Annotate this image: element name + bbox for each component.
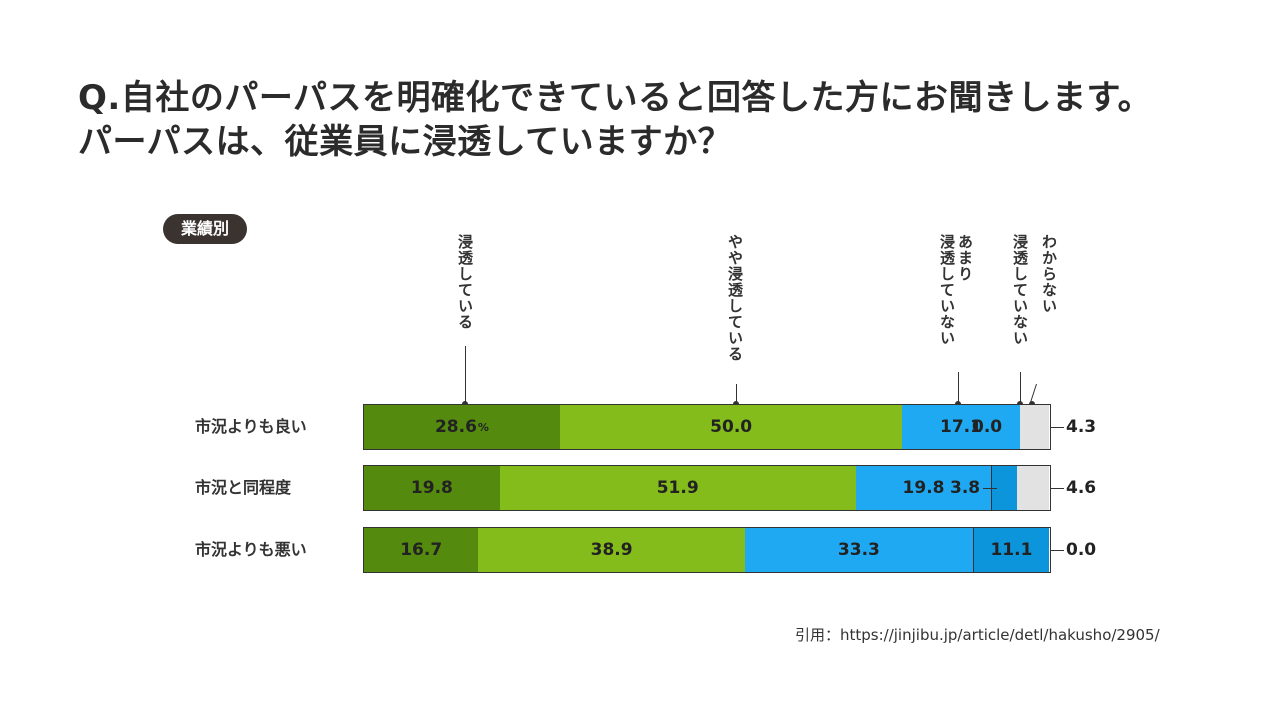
series-label-amari-shinto: あまり 浸透していない [938, 234, 974, 346]
bar-row: 28.6% 50.0 17.1 [363, 404, 1051, 450]
bar-value-label: 19.8 [410, 478, 453, 498]
bar-value-label: 17.1 [939, 417, 982, 437]
row-label: 市況よりも良い [195, 417, 307, 436]
row-label: 市況よりも悪い [195, 540, 307, 559]
leader-line [736, 384, 737, 404]
bar-segment [1017, 466, 1049, 510]
title-line-2: パーパスは、従業員に浸透していますか？ [78, 122, 733, 162]
bar-segment: 16.7 [364, 528, 479, 572]
leader-line [1020, 372, 1021, 404]
bar-segment: 17.1 [902, 405, 1020, 449]
bar-segment [1019, 405, 1049, 449]
leader-tick [1050, 488, 1064, 489]
bar-value-label: 3.8 [950, 478, 981, 498]
leader-tick [983, 488, 997, 489]
bar-value-label: 33.3 [837, 540, 880, 560]
bar-value-label: 11.1 [990, 540, 1033, 560]
bar-value-label: 38.9 [590, 540, 633, 560]
leader-tick [1050, 550, 1064, 551]
leader-line [958, 372, 959, 404]
bar-row: 16.7 38.9 33.3 11.1 [363, 527, 1051, 573]
leader-line [465, 346, 466, 404]
series-label-shinto-shiteinai: 浸透していない [1011, 234, 1029, 346]
bar-value-label: 28.6 [434, 417, 477, 437]
bar-value-label: 0.0 [972, 417, 1003, 437]
bar-segment: 51.9 [499, 466, 856, 510]
series-label-wakaranai: わからない [1040, 234, 1058, 314]
series-label-shinto: 浸透している [456, 234, 474, 330]
bar-value-label: 19.8 [902, 478, 945, 498]
bar-row: 19.8 51.9 19.8 [363, 465, 1051, 511]
bar-value-label: 0.0 [1066, 540, 1097, 560]
unit-label: % [477, 420, 489, 434]
title-line-1: Q.自社のパーパスを明確化できていると回答した方にお聞きします。 [78, 78, 1153, 118]
leader-tick [1050, 427, 1064, 428]
bar-value-label: 51.9 [656, 478, 699, 498]
row-label: 市況と同程度 [195, 478, 292, 497]
bar-value-label: 50.0 [710, 417, 753, 437]
bar-segment: 50.0 [559, 405, 903, 449]
bar-segment: 38.9 [478, 528, 745, 572]
page-title: Q.自社のパーパスを明確化できていると回答した方にお聞きします。 パーパスは、従… [78, 76, 1258, 164]
series-label-yaya-shinto: やや浸透している [726, 234, 744, 362]
bar-segment: 28.6% [364, 405, 560, 449]
bar-value-label: 4.3 [1066, 417, 1097, 437]
segment-badge: 業績別 [163, 214, 248, 244]
citation-text: 引用：https://jinjibu.jp/article/detl/hakus… [795, 626, 1160, 644]
bar-segment: 11.1 [972, 528, 1049, 572]
bar-segment: 19.8 [364, 466, 500, 510]
bar-segment: 19.8 [855, 466, 992, 510]
bar-value-label: 4.6 [1066, 478, 1097, 498]
bar-segment: 33.3 [744, 528, 973, 572]
bar-value-label: 16.7 [400, 540, 443, 560]
